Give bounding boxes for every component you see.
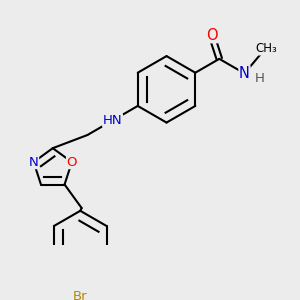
- Text: H: H: [255, 72, 265, 85]
- Text: N: N: [29, 156, 38, 169]
- Text: O: O: [67, 156, 77, 169]
- Text: Br: Br: [73, 290, 88, 300]
- Text: CH₃: CH₃: [255, 42, 277, 55]
- Text: O: O: [206, 28, 218, 43]
- Text: HN: HN: [103, 114, 122, 127]
- Text: N: N: [239, 66, 250, 81]
